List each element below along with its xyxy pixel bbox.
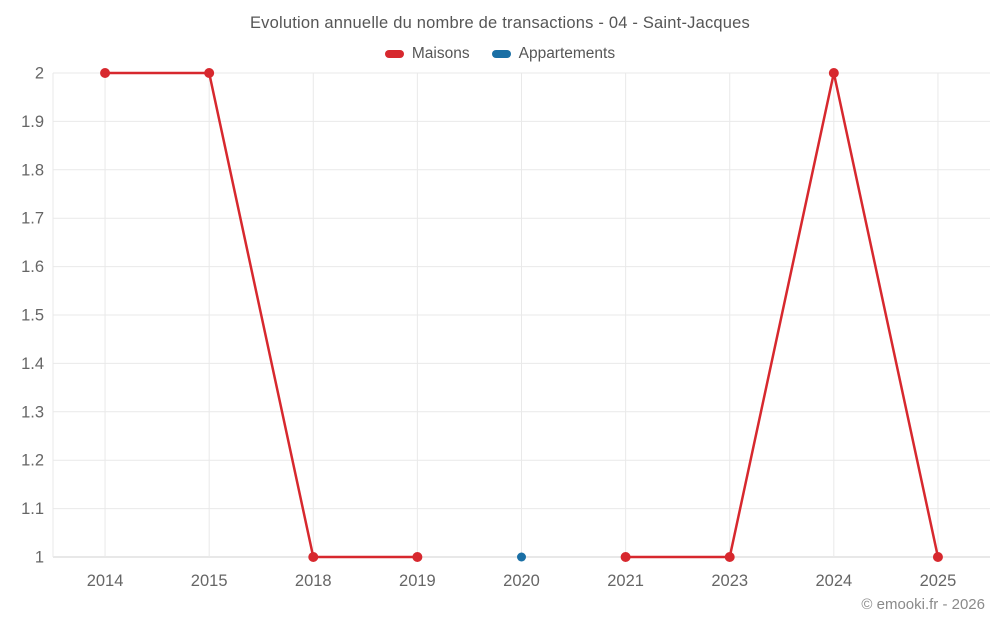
y-axis-tick-labels: 1 1.1 1.2 1.3 1.4 1.5 1.6 1.7 1.8 1.9 2: [21, 65, 44, 567]
series-appartements: [517, 552, 526, 562]
y-tick-label: 2: [35, 65, 44, 83]
data-point-maisons[interactable]: [620, 552, 631, 562]
y-tick-label: 1.6: [21, 258, 44, 276]
data-point-appartements[interactable]: [517, 552, 526, 562]
y-tick-label: 1: [35, 549, 44, 567]
x-axis-tick-labels: 2014 2015 2018 2019 2020 2021 2023 2024 2025: [87, 572, 957, 590]
y-tick-label: 1.9: [21, 113, 44, 131]
gridlines: [52, 72, 990, 558]
y-tick-label: 1.2: [21, 452, 44, 470]
data-point-maisons[interactable]: [932, 552, 943, 562]
copyright: © emooki.fr - 2026: [861, 596, 985, 613]
y-tick-label: 1.8: [21, 161, 44, 179]
y-tick-label: 1.4: [21, 355, 44, 373]
legend-label-maisons: Maisons: [411, 45, 470, 62]
x-tick-label: 2018: [295, 572, 332, 590]
x-tick-label: 2024: [815, 572, 852, 590]
legend-label-appartements: Appartements: [518, 45, 616, 62]
legend: Maisons Appartements: [0, 45, 1000, 63]
series-line-maisons: [103, 71, 419, 559]
legend-swatch-maisons-icon: [384, 50, 404, 58]
series-maisons: [100, 68, 943, 562]
x-tick-label: 2015: [191, 572, 228, 590]
data-point-maisons[interactable]: [828, 68, 839, 78]
data-point-maisons[interactable]: [100, 68, 111, 78]
legend-item-maisons[interactable]: Maisons: [384, 45, 470, 63]
y-tick-label: 1.7: [21, 210, 44, 228]
y-tick-label: 1.3: [21, 403, 44, 421]
chart-title: Evolution annuelle du nombre de transact…: [249, 14, 751, 32]
y-tick-label: 1.5: [21, 307, 44, 325]
data-point-maisons[interactable]: [204, 68, 215, 78]
y-tick-label: 1.1: [21, 500, 44, 518]
x-tick-label: 2023: [711, 572, 748, 590]
x-tick-label: 2025: [920, 572, 957, 590]
x-tick-label: 2019: [399, 572, 436, 590]
data-point-maisons[interactable]: [724, 552, 735, 562]
legend-item-appartements[interactable]: Appartements: [491, 45, 616, 63]
legend-swatch-appartements-icon: [491, 50, 511, 58]
x-tick-label: 2021: [607, 572, 644, 590]
data-point-maisons[interactable]: [412, 552, 423, 562]
x-tick-label: 2014: [87, 572, 124, 590]
series-line-maisons: [624, 71, 940, 559]
x-tick-label: 2020: [503, 572, 540, 590]
data-point-maisons[interactable]: [308, 552, 319, 562]
